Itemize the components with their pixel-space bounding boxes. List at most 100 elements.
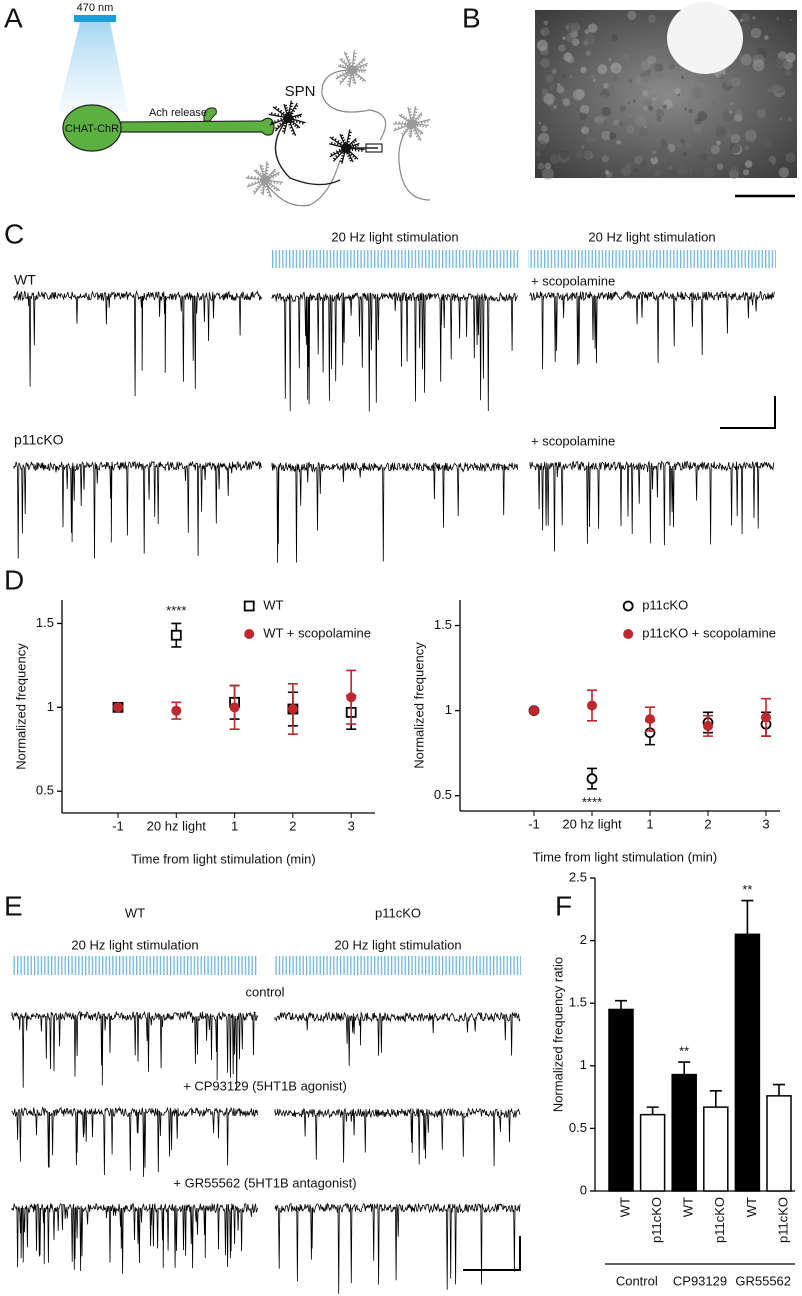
speckle <box>590 54 593 57</box>
error-bar <box>646 1106 659 1115</box>
dendrite <box>345 129 352 149</box>
speckle <box>675 163 687 175</box>
speckle <box>625 162 632 169</box>
y-tick-label: 0.5 <box>569 1120 587 1135</box>
dendrite <box>347 69 353 88</box>
dendrite <box>350 69 357 85</box>
speckle <box>764 35 769 40</box>
speckle <box>648 105 654 111</box>
speckle <box>684 159 697 172</box>
dendrite <box>264 161 270 181</box>
speckle <box>601 130 612 141</box>
stimulus-bar <box>528 250 776 268</box>
dendrite <box>345 147 359 160</box>
speckle <box>731 165 739 174</box>
marker <box>529 705 539 716</box>
dendrite <box>339 57 353 71</box>
speckle <box>580 128 585 133</box>
condition-label: control <box>245 984 284 999</box>
speckle <box>647 55 657 65</box>
bar <box>639 1113 666 1192</box>
speckle <box>565 22 576 33</box>
marker <box>287 704 298 715</box>
speckle <box>631 64 635 68</box>
legend-label: WT + scopolamine <box>263 625 371 640</box>
speckle <box>642 89 649 97</box>
y-tick-label: 2 <box>580 932 587 947</box>
dendrite <box>253 179 266 195</box>
speckle <box>764 133 768 137</box>
panel-label: D <box>4 564 24 595</box>
speckle <box>611 34 619 42</box>
dendrite <box>329 147 347 158</box>
speckle <box>594 37 599 42</box>
scale-bar <box>720 396 776 429</box>
speckle <box>697 111 708 122</box>
speckle <box>569 75 572 78</box>
trace <box>274 1202 521 1294</box>
speckle <box>551 69 557 75</box>
dendrite <box>245 175 266 181</box>
dendrite <box>351 62 368 71</box>
error-bar <box>615 999 627 1010</box>
dendrite <box>407 107 414 125</box>
error-bar <box>773 1083 785 1096</box>
speckle <box>785 152 796 163</box>
speckle <box>752 16 756 20</box>
speckle <box>681 76 684 79</box>
speckle <box>662 104 668 109</box>
speckle <box>580 149 592 161</box>
bouton <box>203 107 217 122</box>
bar <box>766 1095 792 1192</box>
texture <box>535 9 796 180</box>
dendrite <box>339 133 347 149</box>
speckle <box>627 10 637 20</box>
chart: 0.5 1 1.5 Normalized frequency -1 20 hz light… <box>411 597 780 864</box>
speckle <box>742 23 751 31</box>
marker <box>170 629 182 641</box>
speckle <box>585 50 592 56</box>
y-axis-title: Normalized frequency <box>13 643 28 770</box>
speckle <box>668 63 676 70</box>
dendrite <box>264 179 284 185</box>
dendrite <box>351 57 366 71</box>
cell-body <box>62 104 122 152</box>
speckle <box>707 155 713 161</box>
target-label: SPN <box>285 83 316 100</box>
speckle <box>632 99 636 103</box>
speckle <box>784 69 792 77</box>
speckle <box>553 105 557 109</box>
speckle <box>537 162 545 170</box>
trace <box>271 461 519 563</box>
x-tick-label: 2 <box>704 816 711 831</box>
panel-label: E <box>4 890 23 921</box>
speckle <box>761 137 772 149</box>
speckle <box>581 126 590 135</box>
speckle <box>783 76 786 80</box>
speckle <box>728 110 733 114</box>
soma <box>407 119 417 129</box>
dendrite <box>269 117 289 126</box>
speckle <box>543 20 549 26</box>
speckle <box>743 169 750 176</box>
speckle <box>693 124 702 133</box>
speckle <box>658 73 664 79</box>
marker <box>645 714 655 725</box>
speckle <box>712 99 716 104</box>
x-tick-label: 3 <box>348 818 355 833</box>
speckle <box>579 112 588 121</box>
speckle <box>550 130 555 135</box>
micrograph <box>535 2 797 198</box>
group-label: GR55562 <box>735 1273 791 1288</box>
speckle <box>608 170 611 173</box>
speckle <box>625 124 635 134</box>
marker <box>761 712 771 723</box>
marker <box>171 705 182 716</box>
speckle <box>715 126 726 138</box>
trace <box>11 1010 259 1091</box>
dendrite <box>274 117 289 132</box>
marker <box>586 773 598 785</box>
treatment-label: + scopolamine <box>531 273 615 288</box>
error-bar <box>678 1061 691 1075</box>
